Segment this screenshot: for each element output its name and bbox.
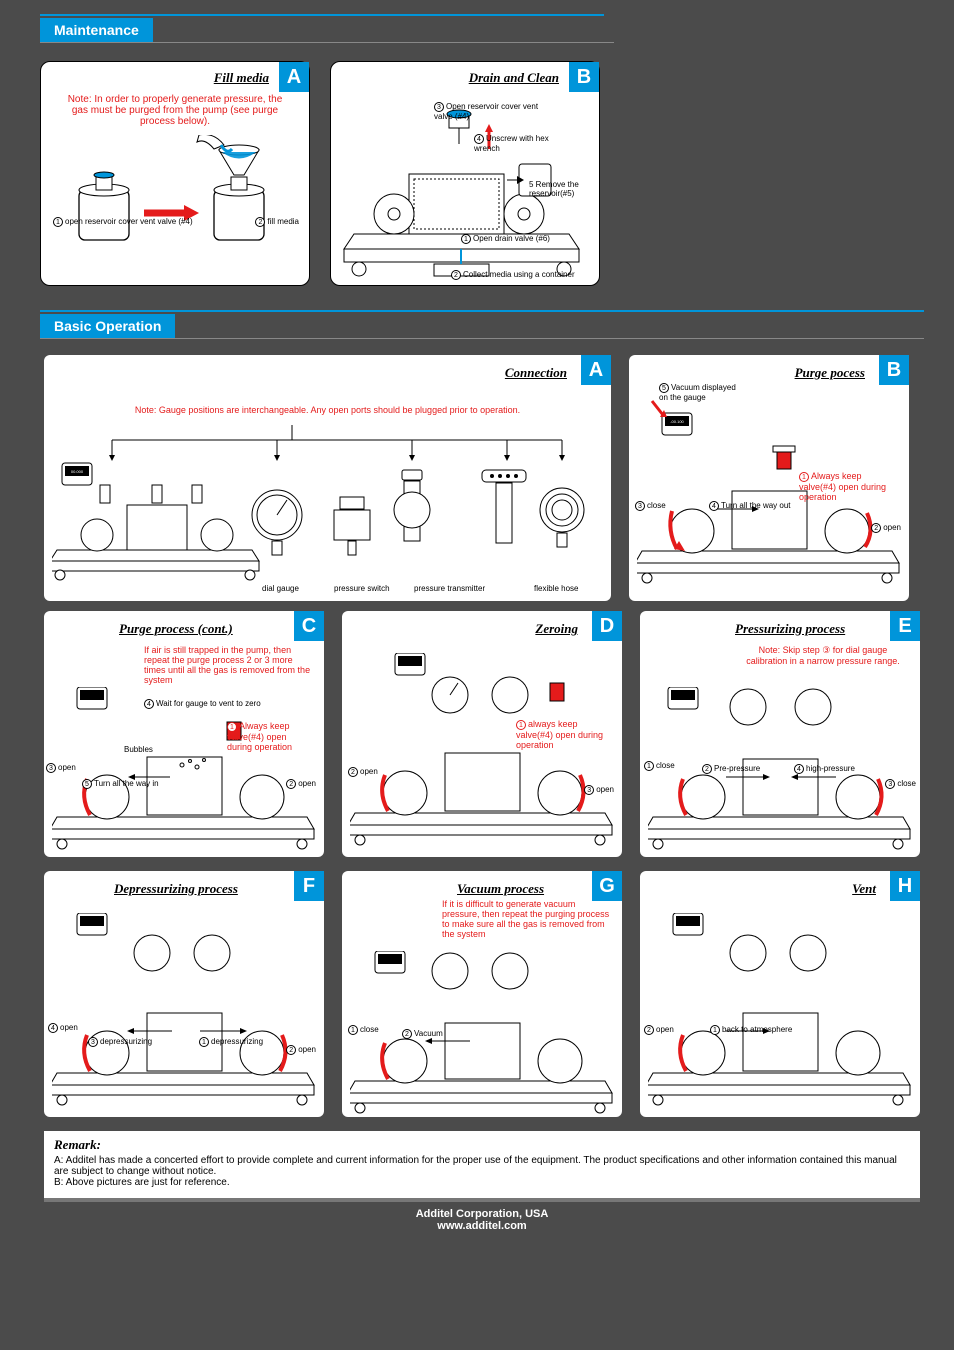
panel-connection: A Connection Note: Gauge positions are i…: [44, 355, 611, 601]
e-s2: 2Pre-pressure: [702, 764, 760, 774]
label-xmitter: pressure transmitter: [414, 584, 485, 593]
c-s3: 3open: [46, 763, 76, 773]
f-s3: 3depressurizing: [88, 1037, 152, 1047]
label-hose: flexible hose: [534, 584, 578, 593]
d-diagram: [350, 653, 614, 853]
letter-h: H: [890, 871, 920, 901]
b-s1: 1Always keep valve(#4) open during opera…: [799, 471, 899, 502]
footer-line1: Additel Corporation, USA: [44, 1208, 920, 1220]
fill-media-note: Note: In order to properly generate pres…: [59, 94, 291, 127]
c-s4: 4Wait for gauge to vent to zero: [144, 699, 261, 709]
letter-f: F: [294, 871, 324, 901]
step4-label: 4Unscrew with hex wrench: [474, 134, 554, 153]
e-s3: 3close: [885, 779, 916, 789]
panel-drain-clean: B Drain and Clean: [330, 61, 600, 286]
panel-zeroing: D Zeroing 1always keep valve(#4) open du…: [342, 611, 622, 857]
letter-badge-b: B: [569, 62, 599, 92]
letter-a2: A: [581, 355, 611, 385]
h-s1: 1back to atmosphere: [710, 1025, 792, 1035]
panel-vent: H Vent 2open 1back to atmosphere: [640, 871, 920, 1117]
panel-purge: B Purge pocess 5Vacuum displayed on the …: [629, 355, 909, 601]
svg-text:00.000: 00.000: [71, 469, 84, 474]
footer-line2: www.additel.com: [44, 1220, 920, 1232]
remark-b: B: Above pictures are just for reference…: [54, 1177, 910, 1188]
c-title: Purge process (cont.): [119, 621, 233, 637]
remark-heading: Remark:: [54, 1137, 910, 1153]
step1-drain-label: 1Open drain valve (#6): [461, 234, 550, 244]
c-note: If air is still trapped in the pump, the…: [144, 645, 314, 685]
c-s5: 5Turn all the way in: [82, 779, 159, 789]
c-s2: 2open: [286, 779, 316, 789]
basic-op-tab: Basic Operation: [40, 314, 175, 338]
fill-media-diagram: [49, 135, 299, 250]
f-s4: 4open: [48, 1023, 78, 1033]
g-s1: 1close: [348, 1025, 379, 1035]
c-s1: 1Always keep valve(#4) open during opera…: [227, 721, 312, 752]
remark-a: A: Additel has made a concerted effort t…: [54, 1155, 910, 1177]
purge-title: Purge pocess: [795, 365, 865, 381]
svg-text:-00.100: -00.100: [670, 419, 684, 424]
remark-block: Remark: A: Additel has made a concerted …: [44, 1131, 920, 1198]
letter-badge-a: A: [279, 62, 309, 92]
letter-e: E: [890, 611, 920, 641]
h-s2: 2open: [644, 1025, 674, 1035]
f-diagram: [52, 913, 316, 1113]
panel-vacuum: G Vacuum process If it is difficult to g…: [342, 871, 622, 1117]
e-diagram: [648, 687, 912, 857]
f-s2: 2open: [286, 1045, 316, 1055]
step2-label: 2fill media: [255, 217, 299, 227]
connection-title: Connection: [505, 365, 567, 381]
c-diagram: [52, 687, 316, 857]
footer: Additel Corporation, USA www.additel.com: [44, 1198, 920, 1244]
b-s2: 2open: [871, 523, 901, 533]
drain-clean-title: Drain and Clean: [469, 70, 559, 86]
step1-label: 1open reservoir cover vent valve (#4): [53, 217, 193, 227]
panel-purge-cont: C Purge process (cont.) If air is still …: [44, 611, 324, 857]
f-s1: 1depressurizing: [199, 1037, 263, 1047]
g-diagram: [350, 951, 614, 1121]
d-s1: 1always keep valve(#4) open during opera…: [516, 719, 606, 750]
d-title: Zeroing: [535, 621, 578, 637]
step2-collect-label: 2Collect media using a container: [451, 270, 575, 280]
letter-d: D: [592, 611, 622, 641]
fill-media-title: Fill media: [214, 70, 269, 86]
panel-pressurizing: E Pressurizing process Note: Skip step ③…: [640, 611, 920, 857]
step3-label: 3Open reservoir cover vent valve (#4): [434, 102, 544, 121]
panel-fill-media: A Fill media Note: In order to properly …: [40, 61, 310, 286]
d-s2: 2open: [348, 767, 378, 777]
b-s3: 3close: [635, 501, 666, 511]
label-switch: pressure switch: [334, 584, 390, 593]
maintenance-tab: Maintenance: [40, 18, 153, 42]
g-title: Vacuum process: [457, 881, 544, 897]
letter-c: C: [294, 611, 324, 641]
vac-label: 5Vacuum displayed on the gauge: [659, 383, 739, 402]
g-s2: 2Vacuum: [402, 1029, 443, 1039]
panel-depressurizing: F Depressurizing process 4open 3depressu…: [44, 871, 324, 1117]
e-title: Pressurizing process: [735, 621, 845, 637]
c-bubbles: Bubbles: [124, 745, 153, 754]
connection-diagram: 00.000: [52, 415, 602, 585]
e-s1: 1close: [644, 761, 675, 771]
h-title: Vent: [852, 881, 876, 897]
b-s4: 4Turn all the way out: [709, 501, 791, 511]
g-note: If it is difficult to generate vacuum pr…: [442, 899, 612, 939]
label-dial: dial gauge: [262, 584, 299, 593]
letter-b2: B: [879, 355, 909, 385]
f-title: Depressurizing process: [114, 881, 238, 897]
d-s3: 3open: [584, 785, 614, 795]
connection-note: Note: Gauge positions are interchangeabl…: [52, 405, 603, 415]
e-note: Note: Skip step ③ for dial gauge calibra…: [738, 645, 908, 666]
h-diagram: [648, 913, 912, 1113]
letter-g: G: [592, 871, 622, 901]
e-s4: 4high-pressure: [794, 764, 855, 774]
step5-label: 5 Remove the reservoir(#5): [529, 180, 589, 198]
